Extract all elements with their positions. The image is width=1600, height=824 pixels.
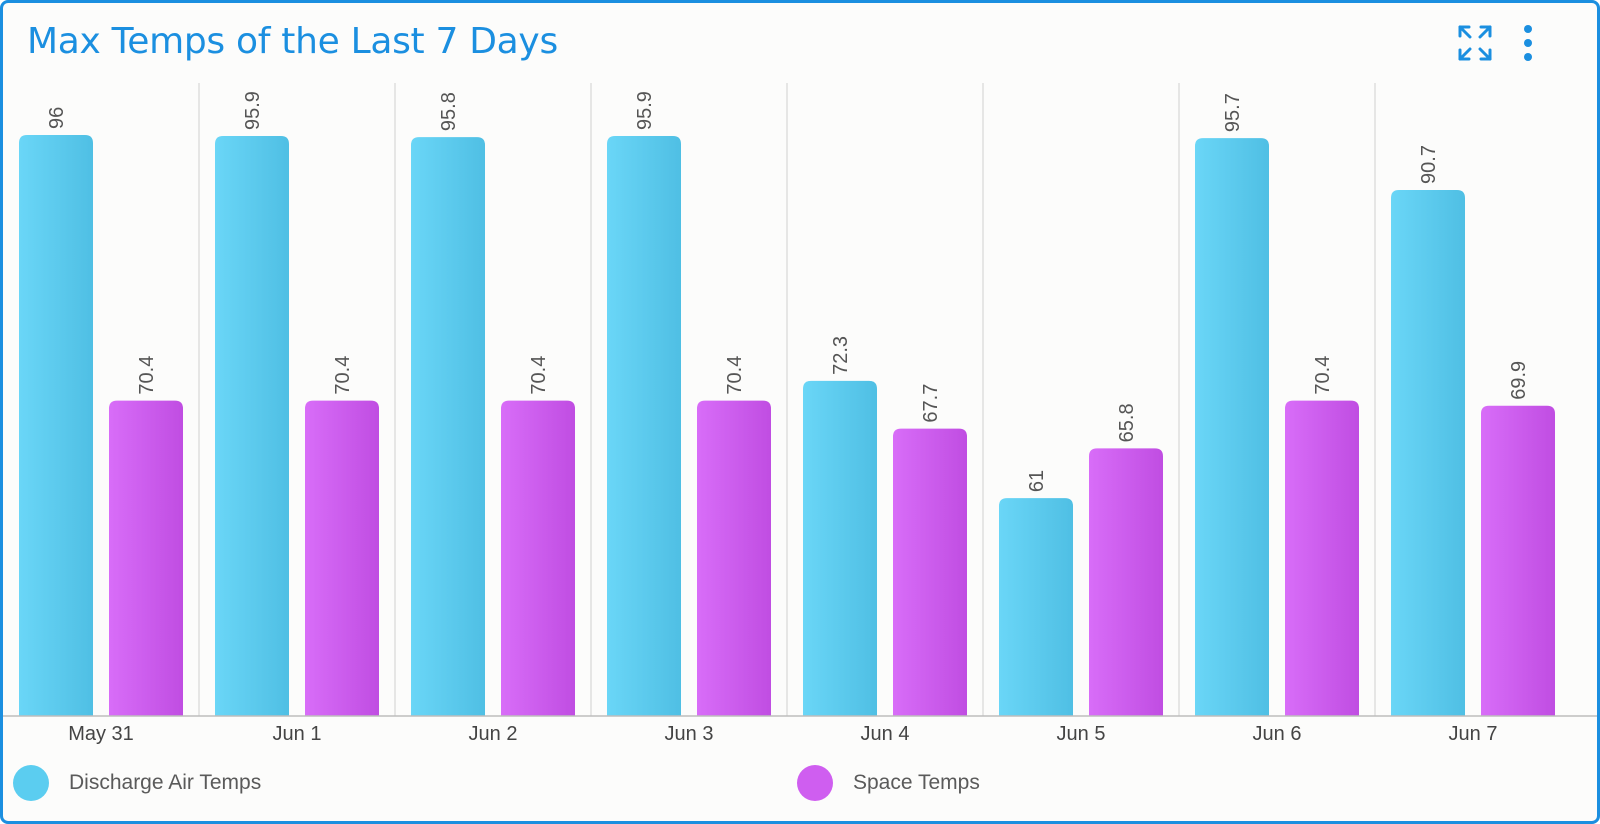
data-label-space: 70.4: [724, 356, 746, 395]
legend-swatch-space: [797, 765, 833, 801]
legend-label-space: Space Temps: [853, 771, 980, 794]
bar-chart: 96 70.4 95.9 70.4 95.8 70.4 95.9 70.4 72.3 67.7 61…: [3, 83, 1597, 745]
data-label-space: 70.4: [136, 356, 158, 395]
data-label-discharge: 95.8: [438, 92, 460, 131]
bar-space[interactable]: [893, 428, 967, 716]
expand-button[interactable]: [1458, 25, 1492, 61]
bar-discharge[interactable]: [411, 137, 485, 716]
x-tick-label: Jun 1: [273, 723, 322, 745]
data-label-space: 70.4: [528, 356, 550, 395]
chart-legend: Discharge Air Temps Space Temps: [3, 763, 1597, 803]
x-tick-label: Jun 2: [469, 723, 518, 745]
more-vertical-icon: [1524, 25, 1532, 61]
bar-space[interactable]: [305, 400, 379, 716]
data-label-space: 69.9: [1508, 361, 1530, 400]
data-label-space: 65.8: [1116, 403, 1138, 442]
x-tick-label: Jun 4: [861, 723, 910, 745]
data-label-space: 67.7: [920, 384, 942, 423]
bar-space[interactable]: [697, 400, 771, 716]
x-tick-label: Jun 6: [1253, 723, 1302, 745]
data-label-space: 70.4: [1312, 356, 1334, 395]
data-label-discharge: 72.3: [830, 336, 852, 375]
chart-title: Max Temps of the Last 7 Days: [27, 21, 558, 62]
data-label-space: 70.4: [332, 356, 354, 395]
data-label-discharge: 95.9: [242, 91, 264, 130]
bar-discharge[interactable]: [607, 136, 681, 717]
x-tick-label: Jun 5: [1057, 723, 1106, 745]
bar-discharge[interactable]: [1391, 189, 1465, 717]
bar-space[interactable]: [1481, 405, 1555, 716]
x-tick-label: May 31: [68, 723, 134, 745]
bar-discharge[interactable]: [803, 380, 877, 716]
legend-item-space[interactable]: Space Temps: [797, 763, 980, 803]
bar-space[interactable]: [1285, 400, 1359, 716]
data-label-discharge: 96: [46, 107, 68, 129]
legend-swatch-discharge: [13, 765, 49, 801]
bar-discharge[interactable]: [215, 136, 289, 717]
more-options-button[interactable]: [1516, 23, 1540, 63]
legend-item-discharge[interactable]: Discharge Air Temps: [13, 763, 261, 803]
data-label-discharge: 61: [1026, 470, 1048, 492]
bar-space[interactable]: [501, 400, 575, 716]
bar-discharge[interactable]: [19, 135, 93, 716]
x-tick-label: Jun 3: [665, 723, 714, 745]
data-label-discharge: 95.9: [634, 91, 656, 130]
x-tick-label: Jun 7: [1449, 723, 1498, 745]
data-label-discharge: 95.7: [1222, 93, 1244, 132]
bar-discharge[interactable]: [999, 498, 1073, 716]
expand-icon: [1458, 25, 1492, 61]
bar-discharge[interactable]: [1195, 138, 1269, 717]
legend-label-discharge: Discharge Air Temps: [69, 771, 262, 794]
bar-space[interactable]: [109, 400, 183, 716]
data-label-discharge: 90.7: [1418, 145, 1440, 184]
bar-space[interactable]: [1089, 448, 1163, 716]
